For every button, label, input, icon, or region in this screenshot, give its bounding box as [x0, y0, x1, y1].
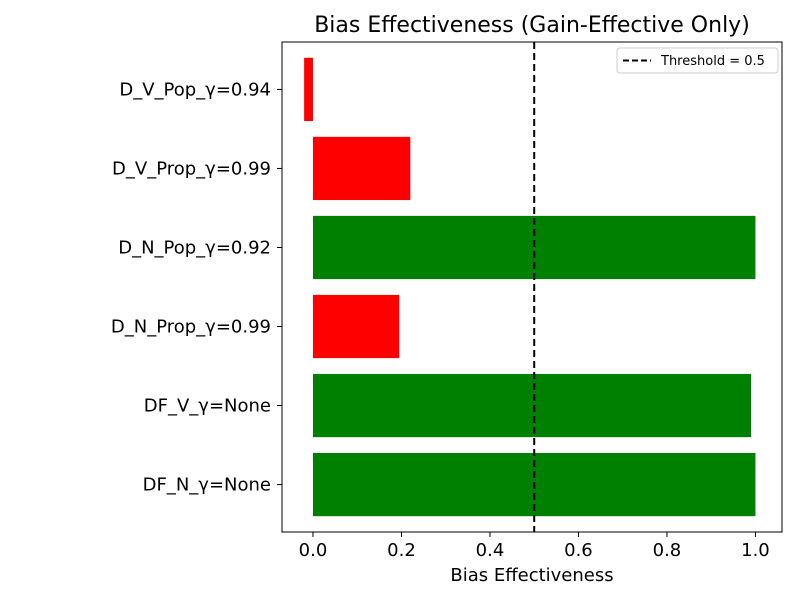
- y-tick-label: DF_V_γ=None: [144, 396, 271, 417]
- x-tick-label: 1.0: [741, 540, 770, 561]
- x-axis: 0.0 0.2 0.4 0.6 0.8 1.0: [299, 532, 770, 561]
- x-tick-label: 0.2: [387, 540, 416, 561]
- plot-frame: [281, 41, 783, 533]
- x-tick-label: 0.4: [476, 540, 505, 561]
- legend-threshold-label: Threshold = 0.5: [660, 54, 765, 69]
- y-tick-label: D_N_Pop_γ=0.92: [118, 237, 271, 258]
- bars-layer: [304, 57, 756, 517]
- x-tick-label: 0.8: [653, 540, 682, 561]
- y-tick-label: D_V_Prop_γ=0.99: [112, 158, 271, 179]
- legend-box: [616, 47, 779, 74]
- legend: Threshold = 0.5: [616, 47, 779, 74]
- bar-2: [312, 215, 756, 280]
- x-tick-label: 0.6: [564, 540, 593, 561]
- y-axis: D_V_Pop_γ=0.94 D_V_Prop_γ=0.99 D_N_Pop_γ=0…: [111, 79, 282, 496]
- y-tick-label: D_V_Pop_γ=0.94: [119, 79, 271, 100]
- chart-title: Bias Effectiveness (Gain-Effective Only): [314, 13, 750, 38]
- bar-0: [304, 57, 313, 122]
- x-axis-label: Bias Effectiveness: [450, 565, 613, 586]
- bar-3: [312, 294, 400, 359]
- y-tick-label: D_N_Prop_γ=0.99: [111, 317, 271, 338]
- y-tick-label: DF_N_γ=None: [143, 475, 271, 496]
- bar-1: [312, 136, 411, 201]
- bar-4: [312, 373, 752, 438]
- x-tick-label: 0.0: [299, 540, 328, 561]
